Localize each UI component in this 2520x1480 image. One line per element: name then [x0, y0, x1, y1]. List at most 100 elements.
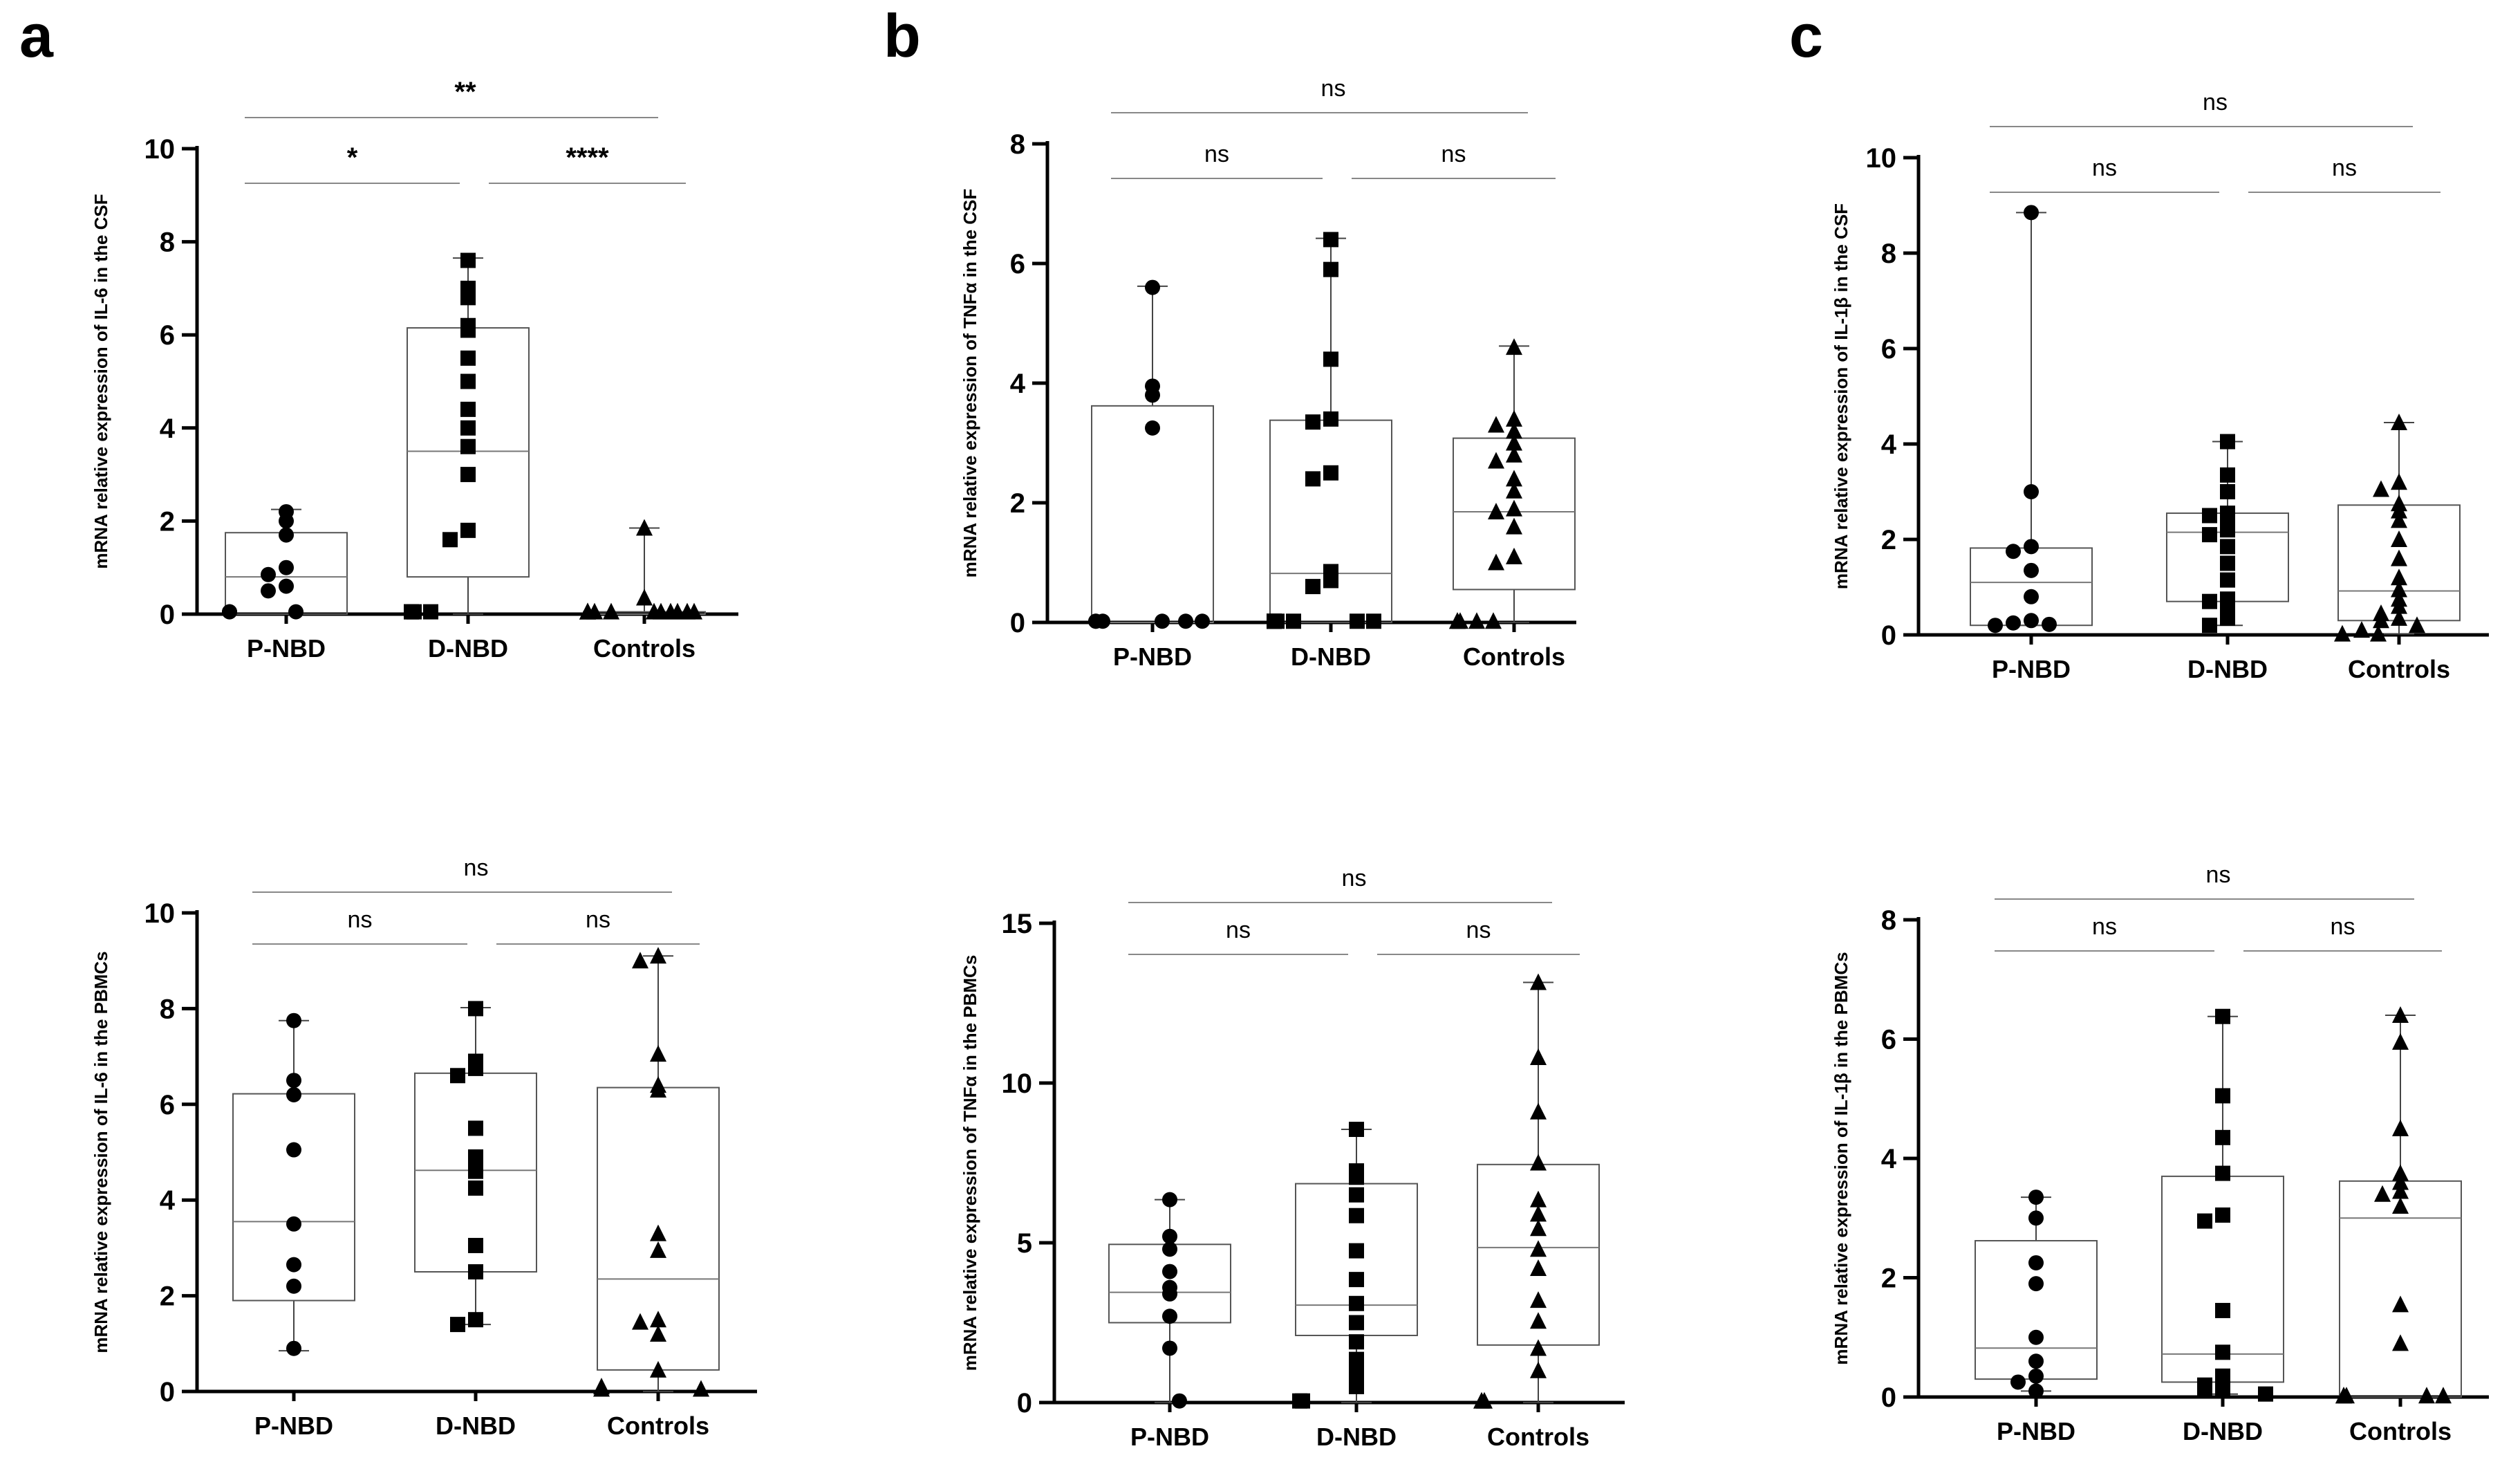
- data-point: [2215, 1344, 2230, 1360]
- data-point: [2220, 591, 2235, 607]
- x-category-label: Controls: [2348, 655, 2450, 683]
- data-point: [2391, 597, 2407, 614]
- y-tick-label: 8: [1010, 129, 1025, 160]
- x-category-label: D-NBD: [2187, 655, 2268, 683]
- data-point: [1195, 613, 1210, 629]
- data-point: [460, 522, 476, 538]
- data-point: [1172, 1393, 1187, 1409]
- x-category-label: D-NBD: [1291, 642, 1371, 671]
- data-point: [2028, 1353, 2044, 1369]
- significance-label: ns: [2331, 914, 2355, 940]
- data-point: [1323, 411, 1338, 427]
- data-point: [2220, 572, 2235, 588]
- data-point: [468, 1060, 483, 1076]
- data-point: [2392, 1119, 2409, 1136]
- data-point: [286, 1012, 301, 1028]
- data-point: [1305, 414, 1320, 430]
- data-point: [468, 1264, 483, 1279]
- data-point: [2392, 1006, 2409, 1023]
- significance-label: ns: [1204, 141, 1229, 167]
- data-point: [2220, 510, 2235, 526]
- data-point: [2391, 473, 2407, 490]
- box-iqr: [1091, 405, 1214, 623]
- panel-letter-c: c: [1789, 1, 1823, 70]
- data-point: [1530, 1339, 1547, 1356]
- data-point: [286, 1142, 301, 1158]
- y-tick-label: 8: [160, 994, 175, 1024]
- data-point: [1286, 613, 1301, 629]
- data-point: [1162, 1228, 1177, 1244]
- data-point: [460, 373, 476, 389]
- data-point: [2391, 568, 2407, 586]
- data-point: [1488, 553, 1504, 571]
- data-point: [1349, 1295, 1364, 1311]
- data-point: [650, 1360, 666, 1378]
- data-point: [2006, 615, 2021, 631]
- data-point: [1349, 1243, 1364, 1259]
- x-category-label: P-NBD: [254, 1412, 333, 1440]
- data-point: [2024, 539, 2039, 555]
- data-point: [636, 519, 653, 536]
- data-point: [2391, 580, 2407, 598]
- data-point: [2028, 1190, 2044, 1205]
- data-point: [1988, 618, 2003, 633]
- data-point: [460, 322, 476, 338]
- y-tick-label: 10: [144, 134, 176, 165]
- chart-a-top: mRNA relative expression of IL-6 in the …: [91, 77, 738, 663]
- panel-letter-b: b: [884, 1, 921, 70]
- data-point: [1088, 613, 1103, 629]
- y-tick-label: 15: [1002, 909, 1033, 939]
- data-point: [2258, 1386, 2273, 1402]
- data-point: [1506, 499, 1522, 517]
- data-point: [1488, 416, 1504, 433]
- data-point: [1468, 612, 1485, 629]
- data-point: [460, 420, 476, 436]
- data-point: [2024, 205, 2039, 221]
- x-category-label: D-NBD: [428, 634, 508, 663]
- x-category-label: D-NBD: [436, 1412, 516, 1440]
- data-point: [1162, 1308, 1177, 1324]
- data-point: [2028, 1210, 2044, 1226]
- data-point: [2220, 610, 2235, 626]
- y-tick-label: 0: [160, 600, 175, 630]
- data-point: [2215, 1129, 2230, 1145]
- y-tick-label: 10: [144, 898, 176, 929]
- data-point: [2215, 1207, 2230, 1223]
- data-point: [222, 604, 237, 620]
- chart-c-top: mRNA relative expression of IL-1β in the…: [1831, 89, 2489, 683]
- data-point: [1349, 1334, 1364, 1350]
- data-point: [288, 604, 304, 620]
- data-point: [1145, 420, 1160, 436]
- data-point: [286, 1086, 301, 1102]
- box-iqr: [1269, 419, 1392, 623]
- data-point: [1366, 613, 1381, 629]
- y-tick-label: 6: [1010, 249, 1025, 279]
- data-point: [2220, 484, 2235, 499]
- data-point: [460, 401, 476, 417]
- data-point: [2392, 1182, 2409, 1199]
- data-point: [2028, 1276, 2044, 1292]
- data-point: [1145, 387, 1160, 403]
- data-point: [2215, 1088, 2230, 1104]
- box-d-nbd: [2161, 1015, 2284, 1395]
- data-point: [286, 1257, 301, 1273]
- y-tick-label: 0: [1881, 620, 1896, 651]
- box-p-nbd: [232, 1019, 355, 1352]
- x-category-label: P-NBD: [247, 634, 326, 663]
- y-axis-label: mRNA relative expression of IL-1β in the…: [1831, 203, 1851, 589]
- data-point: [2215, 1368, 2230, 1384]
- data-point: [2373, 480, 2389, 497]
- data-point: [2418, 1387, 2435, 1404]
- data-point: [2028, 1255, 2044, 1270]
- data-point: [1349, 1366, 1364, 1382]
- significance-label: ns: [464, 855, 489, 881]
- data-point: [1506, 338, 1522, 355]
- data-point: [1323, 573, 1338, 589]
- y-tick-label: 8: [1881, 905, 1896, 936]
- data-point: [2392, 1164, 2409, 1181]
- y-tick-label: 10: [1002, 1069, 1033, 1099]
- data-point: [468, 1163, 483, 1179]
- y-tick-label: 6: [160, 320, 175, 351]
- data-point: [2392, 1295, 2409, 1313]
- y-tick-label: 4: [1881, 1144, 1897, 1174]
